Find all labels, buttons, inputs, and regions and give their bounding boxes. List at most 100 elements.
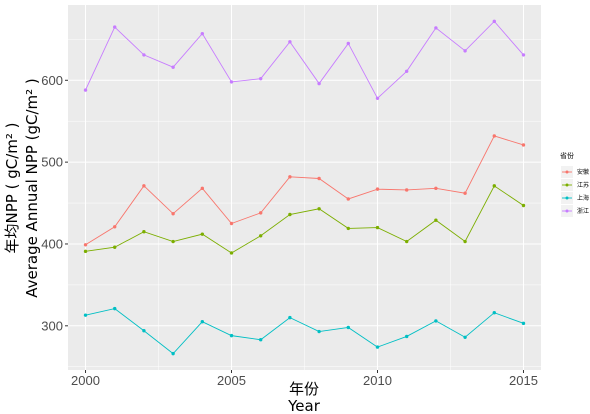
legend-key-point (565, 170, 569, 174)
series-3 (83, 19, 526, 100)
data-point (200, 320, 205, 324)
data-point (404, 334, 409, 339)
data-point (171, 65, 175, 69)
legend-key: 江苏 (561, 179, 589, 191)
data-point (83, 249, 88, 254)
data-point (346, 41, 350, 46)
data-point (83, 243, 88, 247)
data-point (375, 345, 380, 349)
y-axis-title-en: Average Annual NPP (gC/m² ) (23, 78, 41, 298)
data-point (200, 31, 205, 36)
series-line (85, 20, 524, 100)
data-point (259, 338, 263, 342)
data-point (521, 143, 526, 147)
x-tick-label: 2000 (71, 373, 100, 388)
data-point (288, 212, 292, 217)
data-point (492, 19, 496, 24)
y-tick-label: 300 (41, 318, 63, 333)
data-point (463, 335, 467, 339)
y-tick-label: 400 (41, 236, 63, 251)
data-point (434, 218, 438, 222)
series-0 (83, 134, 526, 247)
data-point (434, 26, 438, 30)
data-point (288, 315, 292, 320)
y-tick-labels: 300 400 500 600 (41, 73, 63, 334)
data-point (113, 225, 117, 229)
data-point (317, 81, 321, 86)
data-point (317, 207, 321, 211)
series-line (85, 185, 524, 254)
data-point (375, 96, 380, 100)
series-line (85, 135, 524, 246)
data-point (317, 176, 321, 181)
data-point (142, 229, 146, 234)
legend-label: 江苏 (577, 181, 589, 189)
x-tick-label: 2015 (509, 373, 538, 388)
y-tick-label: 600 (41, 73, 63, 88)
data-point (229, 221, 234, 226)
data-point (288, 40, 292, 44)
data-point (375, 225, 380, 230)
data-point (171, 211, 175, 216)
data-point (200, 232, 205, 236)
data-point (346, 226, 350, 231)
x-tick-label: 2005 (217, 373, 246, 388)
x-axis-title-en: Year (287, 397, 321, 414)
data-point (288, 175, 292, 179)
data-point (346, 197, 350, 201)
data-point (83, 313, 88, 317)
legend-key-point (565, 183, 569, 187)
data-point (113, 25, 117, 29)
data-point (171, 351, 175, 356)
data-point (404, 239, 409, 244)
data-point (142, 53, 146, 57)
legend-key: 上海 (561, 192, 589, 204)
data-point (492, 134, 496, 138)
data-point (113, 306, 117, 311)
data-point (229, 251, 234, 255)
data-point (142, 184, 146, 188)
x-tick-label: 2010 (363, 373, 392, 388)
data-point (404, 69, 409, 73)
data-point (200, 186, 205, 191)
data-point (142, 329, 146, 333)
data-point (346, 325, 350, 330)
x-tick-labels: 2000 2005 2010 2015 (71, 373, 538, 388)
data-point (113, 245, 117, 249)
legend-title: 省份 (560, 151, 574, 160)
legend-key-point (565, 196, 569, 200)
data-point (521, 203, 526, 208)
data-point (229, 80, 234, 84)
axis-ticks (65, 79, 524, 373)
legend-label: 安徽 (577, 168, 589, 176)
series-line (85, 308, 524, 355)
data-point (492, 184, 496, 188)
data-point (463, 239, 467, 244)
data-point (434, 186, 438, 191)
legend-label: 浙江 (577, 207, 589, 215)
legend-label: 上海 (577, 194, 589, 202)
data-point (375, 187, 380, 191)
data-point (229, 333, 234, 338)
minor-gridlines (68, 5, 541, 370)
data-point (259, 211, 263, 215)
data-point (171, 239, 175, 244)
data-point (259, 76, 263, 81)
data-point (434, 319, 438, 323)
legend-key: 安徽 (561, 166, 589, 178)
data-point (521, 321, 526, 326)
data-point (259, 234, 263, 238)
series-1 (83, 184, 526, 255)
data-point (83, 88, 88, 92)
legend-key-point (565, 209, 569, 213)
data-point (521, 53, 526, 57)
data-point (492, 311, 496, 315)
y-axis-title-cn: 年均NPP ( gC/m² ) (3, 123, 21, 254)
data-point (404, 188, 409, 192)
series-2 (83, 306, 526, 356)
y-tick-label: 500 (41, 155, 63, 170)
series-layer (83, 19, 526, 356)
x-axis-title-cn: 年份 (289, 380, 319, 398)
